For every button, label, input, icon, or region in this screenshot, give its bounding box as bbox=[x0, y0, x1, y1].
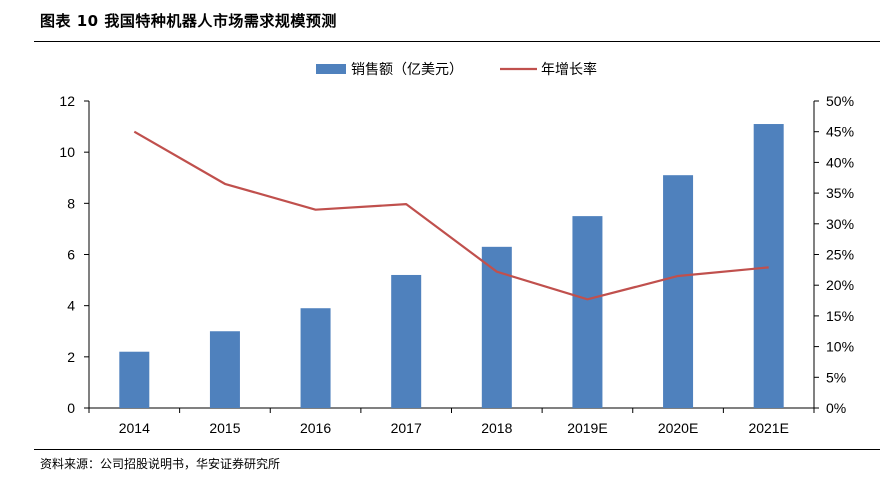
right-tick-label: 35% bbox=[826, 185, 854, 201]
legend-label-sales: 销售额（亿美元） bbox=[351, 62, 463, 78]
x-tick-label: 2018 bbox=[481, 420, 512, 436]
left-tick-label: 12 bbox=[59, 93, 75, 109]
right-tick-label: 0% bbox=[826, 400, 846, 416]
x-tick-label: 2016 bbox=[300, 420, 331, 436]
left-tick-label: 8 bbox=[67, 195, 75, 211]
right-tick-label: 25% bbox=[826, 247, 854, 263]
x-tick-label: 2017 bbox=[391, 420, 422, 436]
right-tick-label: 40% bbox=[826, 154, 854, 170]
right-tick-label: 10% bbox=[826, 339, 854, 355]
x-axis-labels: 2014 2015 2016 2017 2018 2019E 2020E 2021E bbox=[119, 420, 789, 436]
bar-2017 bbox=[391, 274, 422, 408]
right-tick-label: 15% bbox=[826, 308, 854, 324]
bar-2014 bbox=[119, 351, 150, 408]
bar-2015 bbox=[209, 331, 240, 408]
bar-2016 bbox=[300, 308, 331, 408]
chart: 销售额（亿美元） 年增长率 0 2 4 6 8 10 12 0% 5% 10% 15% 20% 25% 30… bbox=[59, 61, 854, 436]
legend-label-growth: 年增长率 bbox=[541, 61, 597, 78]
growth-rate-line bbox=[133, 130, 769, 301]
left-tick-label: 6 bbox=[67, 247, 75, 263]
source-note: 资料来源：公司招股说明书，华安证券研究所 bbox=[40, 457, 281, 471]
x-tick-label: 2021E bbox=[748, 420, 788, 436]
axes: 0 2 4 6 8 10 12 0% 5% 10% 15% 20% 25% 30% 35% 40% 45% 50% bbox=[59, 93, 854, 416]
chart-title: 图表 10 我国特种机器人市场需求规模预测 bbox=[40, 12, 337, 30]
source-divider bbox=[34, 449, 880, 450]
line-series bbox=[133, 130, 769, 301]
bar-2020E bbox=[663, 175, 694, 408]
right-tick-label: 20% bbox=[826, 277, 854, 293]
legend-swatch-sales bbox=[316, 64, 346, 74]
title-divider bbox=[34, 41, 880, 42]
right-tick-label: 45% bbox=[826, 124, 854, 140]
x-tick-label: 2015 bbox=[209, 420, 240, 436]
bar-series bbox=[119, 124, 784, 409]
legend: 销售额（亿美元） 年增长率 bbox=[316, 61, 597, 78]
x-tick-label: 2014 bbox=[119, 420, 150, 436]
bar-2021E bbox=[753, 124, 784, 409]
bar-2019E bbox=[572, 216, 603, 408]
x-tick-label: 2020E bbox=[658, 420, 698, 436]
right-tick-label: 30% bbox=[826, 216, 854, 232]
left-tick-label: 2 bbox=[67, 349, 75, 365]
right-tick-label: 5% bbox=[826, 369, 846, 385]
x-tick-label: 2019E bbox=[567, 420, 607, 436]
right-tick-label: 50% bbox=[826, 93, 854, 109]
left-tick-label: 4 bbox=[67, 298, 75, 314]
left-tick-label: 0 bbox=[67, 400, 75, 416]
left-tick-label: 10 bbox=[59, 144, 75, 160]
